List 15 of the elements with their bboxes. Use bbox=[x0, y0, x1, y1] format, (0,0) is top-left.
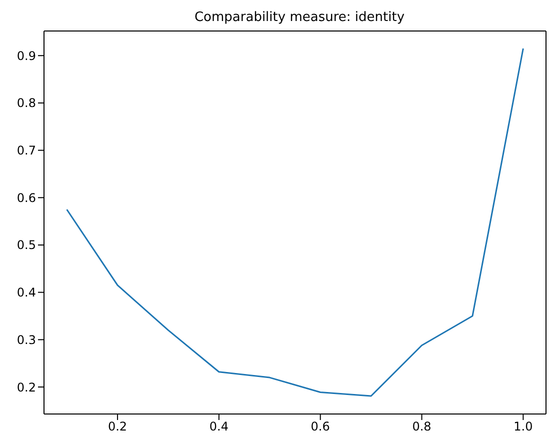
y-tick-label: 0.7 bbox=[16, 144, 36, 158]
chart-title: Comparability measure: identity bbox=[193, 9, 406, 27]
x-tick-label: 0.8 bbox=[412, 420, 432, 434]
y-tick-label: 0.2 bbox=[16, 380, 36, 394]
x-tick-label: 0.6 bbox=[310, 420, 330, 434]
y-tick-label: 0.6 bbox=[16, 190, 36, 205]
y-tick-label: 0.5 bbox=[16, 238, 36, 252]
y-tick-label: 0.9 bbox=[16, 48, 36, 63]
y-tick-label: 0.3 bbox=[16, 332, 36, 347]
y-tick-label: 0.8 bbox=[16, 96, 36, 110]
x-tick-label: 0.4 bbox=[209, 420, 228, 434]
y-tick-label: 0.4 bbox=[16, 286, 36, 300]
x-tick-label: 1.0 bbox=[514, 420, 533, 434]
x-tick-label: 0.2 bbox=[108, 420, 128, 434]
line-series bbox=[66, 48, 524, 397]
